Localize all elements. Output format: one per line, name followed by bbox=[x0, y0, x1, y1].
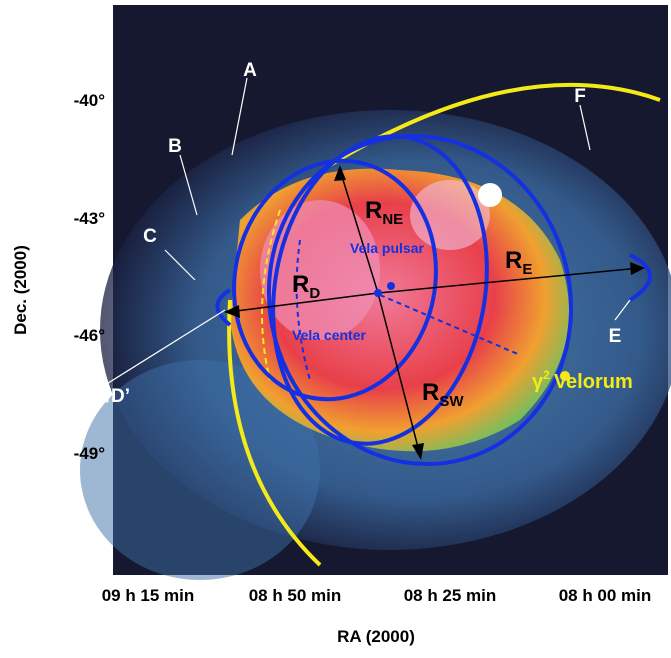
r-main: R bbox=[422, 379, 439, 406]
label-f: F bbox=[574, 86, 586, 107]
y-tick-label: -43° bbox=[74, 209, 106, 228]
figure: A B C D/D’ E F RNE RD RE RSW Vela pulsar… bbox=[0, 0, 671, 653]
r-sub: SW bbox=[439, 393, 464, 410]
r-main: R bbox=[505, 247, 522, 274]
label-a: A bbox=[243, 60, 257, 81]
r-sub: D bbox=[309, 285, 320, 302]
x-axis-label: RA (2000) bbox=[337, 627, 415, 646]
x-tick-label: 08 h 00 min bbox=[559, 586, 652, 605]
r-sub: NE bbox=[382, 211, 403, 228]
x-tick-label: 09 h 15 min bbox=[102, 586, 195, 605]
r-sub: E bbox=[522, 261, 532, 278]
gamma-name: Velorum bbox=[554, 371, 633, 393]
x-tick-label: 08 h 50 min bbox=[249, 586, 342, 605]
x-tick-label: 08 h 25 min bbox=[404, 586, 497, 605]
label-vela-center: Vela center bbox=[292, 327, 366, 343]
y-tick-label: -40° bbox=[74, 91, 106, 110]
label-e: E bbox=[609, 326, 622, 347]
label-c: C bbox=[143, 226, 157, 247]
y-tick-label: -46° bbox=[74, 326, 106, 345]
r-main: R bbox=[292, 271, 309, 298]
label-vela-pulsar: Vela pulsar bbox=[350, 240, 424, 256]
y-tick-label: -49° bbox=[74, 444, 106, 463]
gamma-sup: 2 bbox=[543, 368, 550, 382]
label-b: B bbox=[168, 136, 182, 157]
label-d: D/D’ bbox=[92, 386, 130, 407]
r-main: R bbox=[365, 197, 382, 224]
y-axis-label: Dec. (2000) bbox=[11, 245, 30, 335]
